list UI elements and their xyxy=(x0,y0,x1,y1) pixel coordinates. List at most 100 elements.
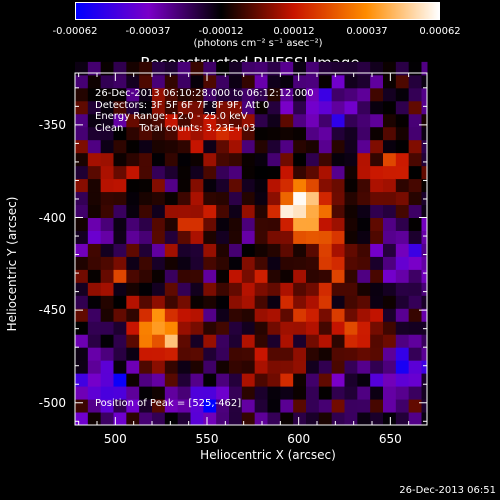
heatmap-cell xyxy=(267,412,281,426)
heatmap-cell xyxy=(344,139,358,154)
heatmap-cell xyxy=(421,61,428,76)
heatmap-cell xyxy=(306,61,320,76)
heatmap-cell xyxy=(395,126,410,141)
observation-info: 26-Dec-2013 06:10:28.000 to 06:12:12.000… xyxy=(95,88,314,134)
heatmap-cell xyxy=(126,74,140,89)
heatmap-cell xyxy=(395,399,410,413)
heatmap-cell xyxy=(216,269,230,283)
heatmap-cell xyxy=(318,282,333,296)
heatmap-cell xyxy=(113,74,127,89)
y-tick-label: -350 xyxy=(38,117,66,132)
heatmap-cell xyxy=(293,243,307,257)
heatmap-cell xyxy=(241,152,256,167)
heatmap-cell xyxy=(421,152,428,167)
heatmap-cell xyxy=(267,386,281,400)
heatmap-cell xyxy=(164,321,179,335)
colorbar-tick-label: 0.00062 xyxy=(419,26,461,37)
heatmap-cell xyxy=(280,386,294,400)
heatmap-cell xyxy=(203,100,217,115)
heatmap-cell xyxy=(408,191,422,206)
heatmap-cell xyxy=(177,256,191,270)
heatmap-cell xyxy=(267,243,281,257)
heatmap-cell xyxy=(344,165,358,180)
heatmap-cell xyxy=(280,87,294,102)
heatmap-cell xyxy=(87,100,102,115)
heatmap-cell xyxy=(216,308,230,322)
heatmap-cell xyxy=(370,308,384,322)
heatmap-cell xyxy=(306,126,320,141)
heatmap-cell xyxy=(395,152,410,167)
heatmap-cell xyxy=(203,360,217,374)
heatmap-cell xyxy=(203,295,217,309)
heatmap-cell xyxy=(75,386,89,400)
heatmap-cell xyxy=(357,165,371,180)
heatmap-cell xyxy=(216,87,230,102)
heatmap-cell xyxy=(331,256,345,270)
heatmap-cell xyxy=(113,191,127,206)
heatmap-cell xyxy=(331,269,345,283)
heatmap-cell xyxy=(100,61,114,76)
heatmap-cell xyxy=(216,412,230,426)
heatmap-cell xyxy=(344,282,358,296)
heatmap-cell xyxy=(139,243,153,257)
heatmap-cell xyxy=(357,126,371,141)
heatmap-cell xyxy=(421,321,428,335)
heatmap-cell xyxy=(190,230,204,244)
heatmap-cell xyxy=(344,360,358,374)
heatmap-cell xyxy=(421,126,428,141)
heatmap-cell xyxy=(408,373,422,387)
heatmap-cell xyxy=(139,386,153,400)
heatmap-cell xyxy=(126,100,140,115)
heatmap-cell xyxy=(421,269,428,283)
heatmap-cell xyxy=(177,360,191,374)
heatmap-cell xyxy=(203,399,217,413)
heatmap-cell xyxy=(344,256,358,270)
heatmap-cell xyxy=(216,295,230,309)
heatmap-cell xyxy=(229,243,243,257)
heatmap-cell xyxy=(318,321,333,335)
heatmap-cell xyxy=(241,74,256,89)
heatmap-cell xyxy=(113,256,127,270)
heatmap-cell xyxy=(370,321,384,335)
heatmap-cell xyxy=(318,399,333,413)
heatmap-cell xyxy=(241,347,256,361)
heatmap-cell xyxy=(293,165,307,180)
heatmap-cell xyxy=(421,360,428,374)
heatmap-cell xyxy=(229,308,243,322)
heatmap-cell xyxy=(383,360,397,374)
heatmap-cell xyxy=(126,152,140,167)
heatmap-cell xyxy=(408,113,422,128)
heatmap-cell xyxy=(280,295,294,309)
heatmap-cell xyxy=(357,191,371,206)
heatmap-cell xyxy=(421,256,428,270)
heatmap-cell xyxy=(177,87,191,102)
heatmap-cell xyxy=(139,87,153,102)
heatmap-cell xyxy=(408,100,422,115)
heatmap-cell xyxy=(267,217,281,231)
heatmap-cell xyxy=(408,178,422,193)
heatmap-cell xyxy=(383,217,397,231)
heatmap-cell xyxy=(267,399,281,413)
heatmap-cell xyxy=(203,126,217,141)
heatmap-cell xyxy=(152,204,166,219)
heatmap-cell xyxy=(370,152,384,167)
heatmap-cell xyxy=(229,74,243,89)
heatmap-cell xyxy=(177,139,191,154)
heatmap-cell xyxy=(229,61,243,76)
heatmap-cell xyxy=(164,217,179,231)
heatmap-cell xyxy=(357,74,371,89)
heatmap-cell xyxy=(229,269,243,283)
heatmap-cell xyxy=(152,334,166,348)
heatmap-cell xyxy=(216,230,230,244)
heatmap-cell xyxy=(75,113,89,128)
heatmap-cell xyxy=(75,412,89,426)
heatmap-cell xyxy=(370,113,384,128)
plot-timestamp: 26-Dec-2013 06:51 xyxy=(399,485,496,496)
heatmap-cell xyxy=(331,139,345,154)
heatmap-cell xyxy=(229,165,243,180)
heatmap-cell xyxy=(254,321,268,335)
heatmap-cell xyxy=(293,152,307,167)
heatmap-cell xyxy=(241,295,256,309)
heatmap-cell xyxy=(421,347,428,361)
heatmap-cell xyxy=(152,87,166,102)
